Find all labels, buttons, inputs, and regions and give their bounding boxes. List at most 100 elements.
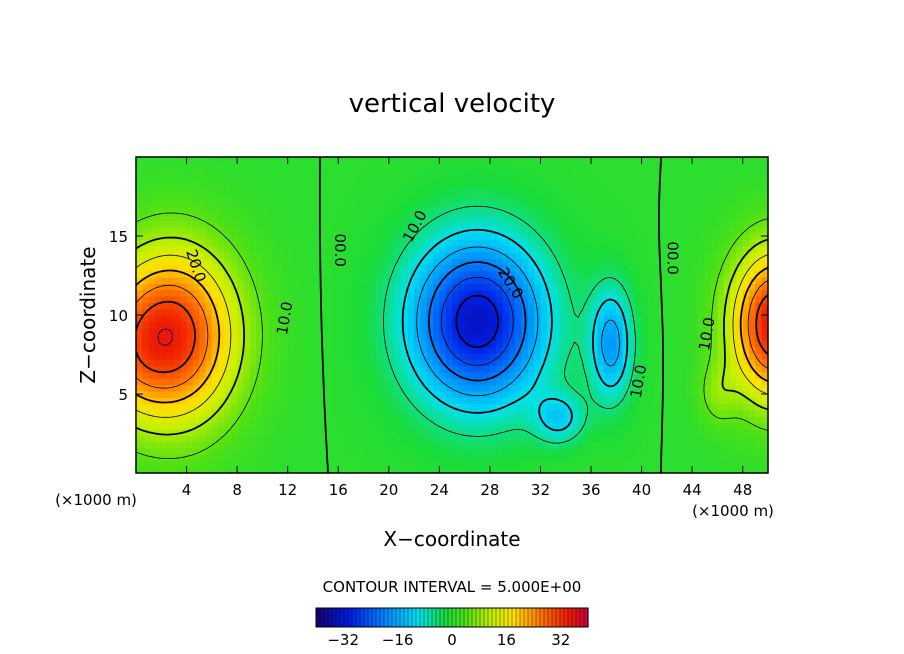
heatmap-cell bbox=[761, 182, 768, 190]
heatmap-cell bbox=[331, 397, 339, 405]
heatmap-cell bbox=[749, 397, 756, 405]
heatmap-cell bbox=[666, 220, 674, 228]
heatmap-cell bbox=[597, 435, 605, 442]
heatmap-cell bbox=[483, 441, 491, 449]
heatmap-cell bbox=[363, 416, 371, 424]
heatmap-cell bbox=[622, 428, 630, 436]
heatmap-cell bbox=[565, 226, 573, 234]
heatmap-cell bbox=[395, 239, 403, 247]
heatmap-cell bbox=[142, 251, 150, 259]
heatmap-cell bbox=[527, 264, 535, 272]
heatmap-cell bbox=[199, 447, 207, 455]
heatmap-cell bbox=[268, 194, 276, 202]
heatmap-cell bbox=[692, 213, 700, 221]
heatmap-cell bbox=[458, 283, 466, 291]
heatmap-cell bbox=[388, 435, 396, 442]
heatmap-cell bbox=[268, 327, 276, 335]
heatmap-cell bbox=[173, 384, 181, 392]
heatmap-cell bbox=[742, 346, 750, 354]
heatmap-cell bbox=[521, 384, 529, 392]
heatmap-cell bbox=[736, 384, 744, 392]
heatmap-cell bbox=[502, 220, 510, 228]
heatmap-cell bbox=[591, 333, 598, 341]
heatmap-cell bbox=[148, 460, 156, 468]
heatmap-cell bbox=[426, 365, 434, 373]
heatmap-cell bbox=[224, 321, 232, 329]
heatmap-cell bbox=[192, 435, 200, 442]
heatmap-cell bbox=[395, 283, 403, 291]
heatmap-cell bbox=[730, 283, 737, 291]
heatmap-cell bbox=[268, 289, 276, 297]
heatmap-cell bbox=[711, 371, 719, 379]
heatmap-cell bbox=[363, 378, 371, 386]
heatmap-cell bbox=[249, 251, 257, 259]
heatmap-cell bbox=[154, 352, 162, 360]
heatmap-cell bbox=[591, 384, 598, 392]
heatmap-cell bbox=[192, 289, 200, 297]
heatmap-cell bbox=[300, 232, 308, 240]
heatmap-cell bbox=[749, 213, 756, 221]
heatmap-cell bbox=[711, 333, 719, 341]
heatmap-cell bbox=[654, 390, 662, 398]
heatmap-cell bbox=[350, 308, 358, 316]
heatmap-cell bbox=[325, 201, 333, 209]
heatmap-cell bbox=[230, 188, 238, 196]
heatmap-cell bbox=[698, 226, 706, 234]
heatmap-cell bbox=[572, 302, 579, 310]
heatmap-cell bbox=[717, 384, 725, 392]
heatmap-cell bbox=[281, 308, 289, 316]
heatmap-cell bbox=[281, 321, 289, 329]
heatmap-cell bbox=[382, 435, 390, 442]
heatmap-cell bbox=[186, 207, 194, 215]
heatmap-cell bbox=[742, 466, 750, 473]
heatmap-cell bbox=[363, 460, 371, 468]
heatmap-cell bbox=[192, 283, 200, 291]
heatmap-cell bbox=[325, 428, 333, 436]
heatmap-cell bbox=[723, 232, 731, 240]
heatmap-cell bbox=[736, 416, 744, 424]
heatmap-cell bbox=[256, 384, 263, 392]
heatmap-cell bbox=[647, 466, 655, 473]
heatmap-cell bbox=[597, 327, 605, 335]
heatmap-cell bbox=[331, 213, 339, 221]
heatmap-cell bbox=[243, 416, 251, 424]
heatmap-cell bbox=[211, 352, 219, 360]
heatmap-cell bbox=[610, 264, 617, 272]
heatmap-cell bbox=[610, 283, 617, 291]
heatmap-cell bbox=[635, 283, 643, 291]
heatmap-cell bbox=[559, 207, 567, 215]
heatmap-cell bbox=[275, 157, 282, 164]
heatmap-cell bbox=[540, 371, 548, 379]
heatmap-cell bbox=[211, 384, 219, 392]
heatmap-cell bbox=[414, 346, 421, 354]
heatmap-cell bbox=[584, 182, 592, 190]
heatmap-cell bbox=[237, 245, 245, 253]
heatmap-cell bbox=[666, 201, 674, 209]
heatmap-cell bbox=[635, 365, 643, 373]
heatmap-cell bbox=[730, 346, 737, 354]
heatmap-cell bbox=[578, 232, 586, 240]
heatmap-cell bbox=[268, 213, 276, 221]
heatmap-cell bbox=[401, 188, 409, 196]
heatmap-cell bbox=[654, 346, 662, 354]
heatmap-cell bbox=[142, 270, 150, 278]
heatmap-cell bbox=[256, 409, 263, 417]
heatmap-cell bbox=[142, 416, 150, 424]
heatmap-cell bbox=[211, 390, 219, 398]
heatmap-cell bbox=[369, 220, 377, 228]
heatmap-cell bbox=[603, 289, 611, 297]
heatmap-cell bbox=[502, 201, 510, 209]
heatmap-cell bbox=[281, 220, 289, 228]
heatmap-cell bbox=[205, 226, 213, 234]
heatmap-cell bbox=[350, 251, 358, 259]
heatmap-cell bbox=[521, 371, 529, 379]
heatmap-cell bbox=[483, 422, 491, 430]
heatmap-cell bbox=[167, 346, 175, 354]
heatmap-cell bbox=[452, 251, 459, 259]
heatmap-cell bbox=[205, 207, 213, 215]
heatmap-cell bbox=[458, 232, 466, 240]
heatmap-cell bbox=[338, 302, 346, 310]
heatmap-cell bbox=[407, 207, 415, 215]
heatmap-cell bbox=[565, 175, 573, 183]
heatmap-cell bbox=[376, 352, 384, 360]
